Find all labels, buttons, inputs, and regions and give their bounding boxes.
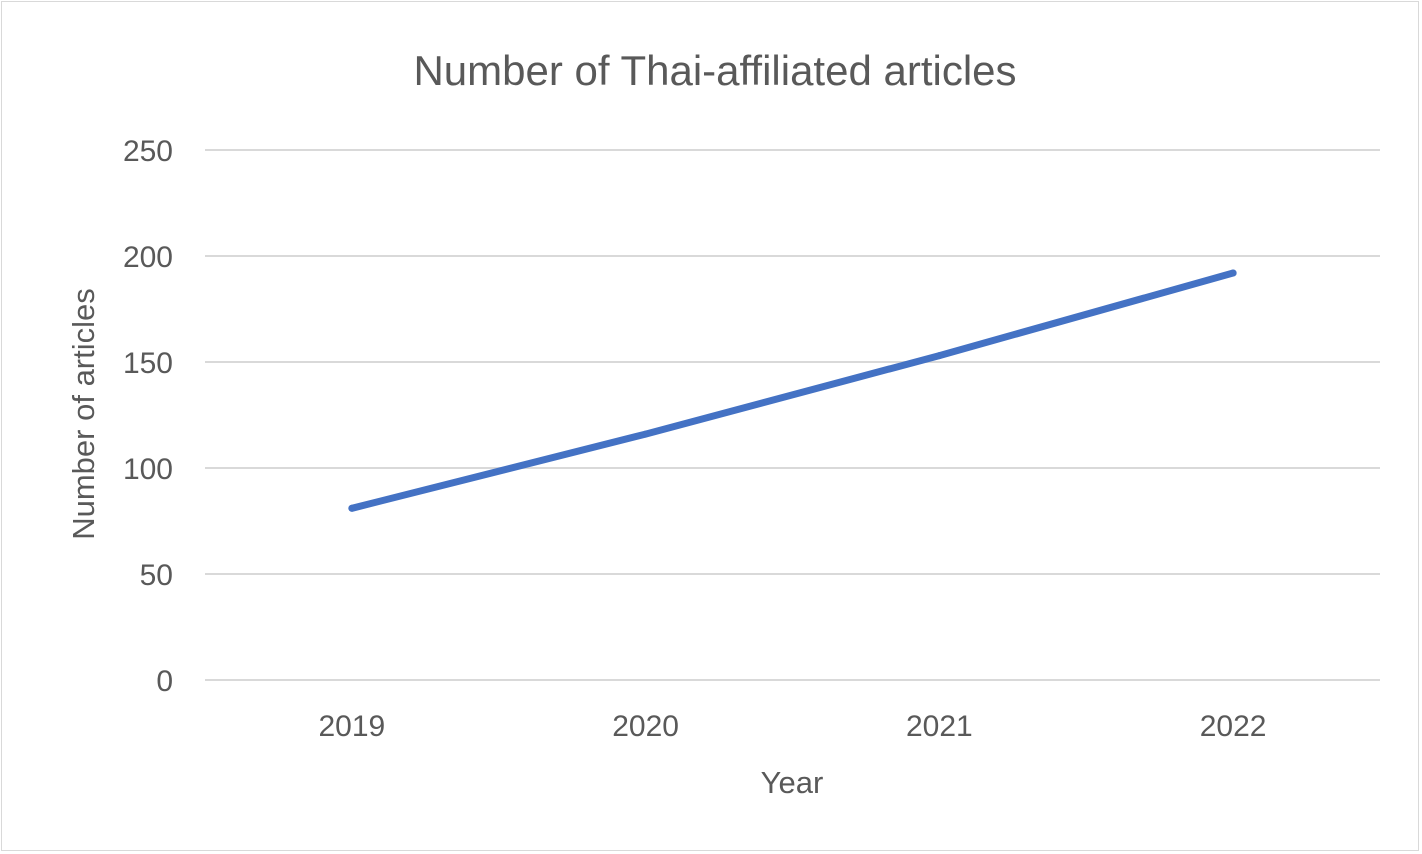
x-tick-label: 2019 <box>319 710 386 743</box>
y-tick-label: 0 <box>156 665 173 698</box>
x-tick-label: 2020 <box>612 710 679 743</box>
y-tick-labels: 0 50 100 150 200 250 <box>123 135 173 698</box>
y-tick-label: 100 <box>123 453 173 486</box>
y-axis-label: Number of articles <box>66 288 101 540</box>
x-axis-label: Year <box>761 765 824 800</box>
series-line-0 <box>348 269 1237 512</box>
gridlines <box>205 149 1380 681</box>
y-tick-label: 150 <box>123 347 173 380</box>
x-tick-label: 2021 <box>906 710 973 743</box>
y-tick-label: 200 <box>123 241 173 274</box>
x-tick-labels: 2019 2020 2021 2022 <box>319 710 1267 743</box>
y-tick-label: 50 <box>140 559 173 592</box>
data-point-2021 <box>935 352 943 360</box>
series-layer <box>348 269 1237 512</box>
x-tick-label: 2022 <box>1200 710 1267 743</box>
data-point-2019 <box>348 504 356 512</box>
data-point-2020 <box>642 430 650 438</box>
chart-title: Number of Thai-affiliated articles <box>413 47 1016 94</box>
y-tick-label: 250 <box>123 135 173 168</box>
data-point-2022 <box>1229 269 1237 277</box>
